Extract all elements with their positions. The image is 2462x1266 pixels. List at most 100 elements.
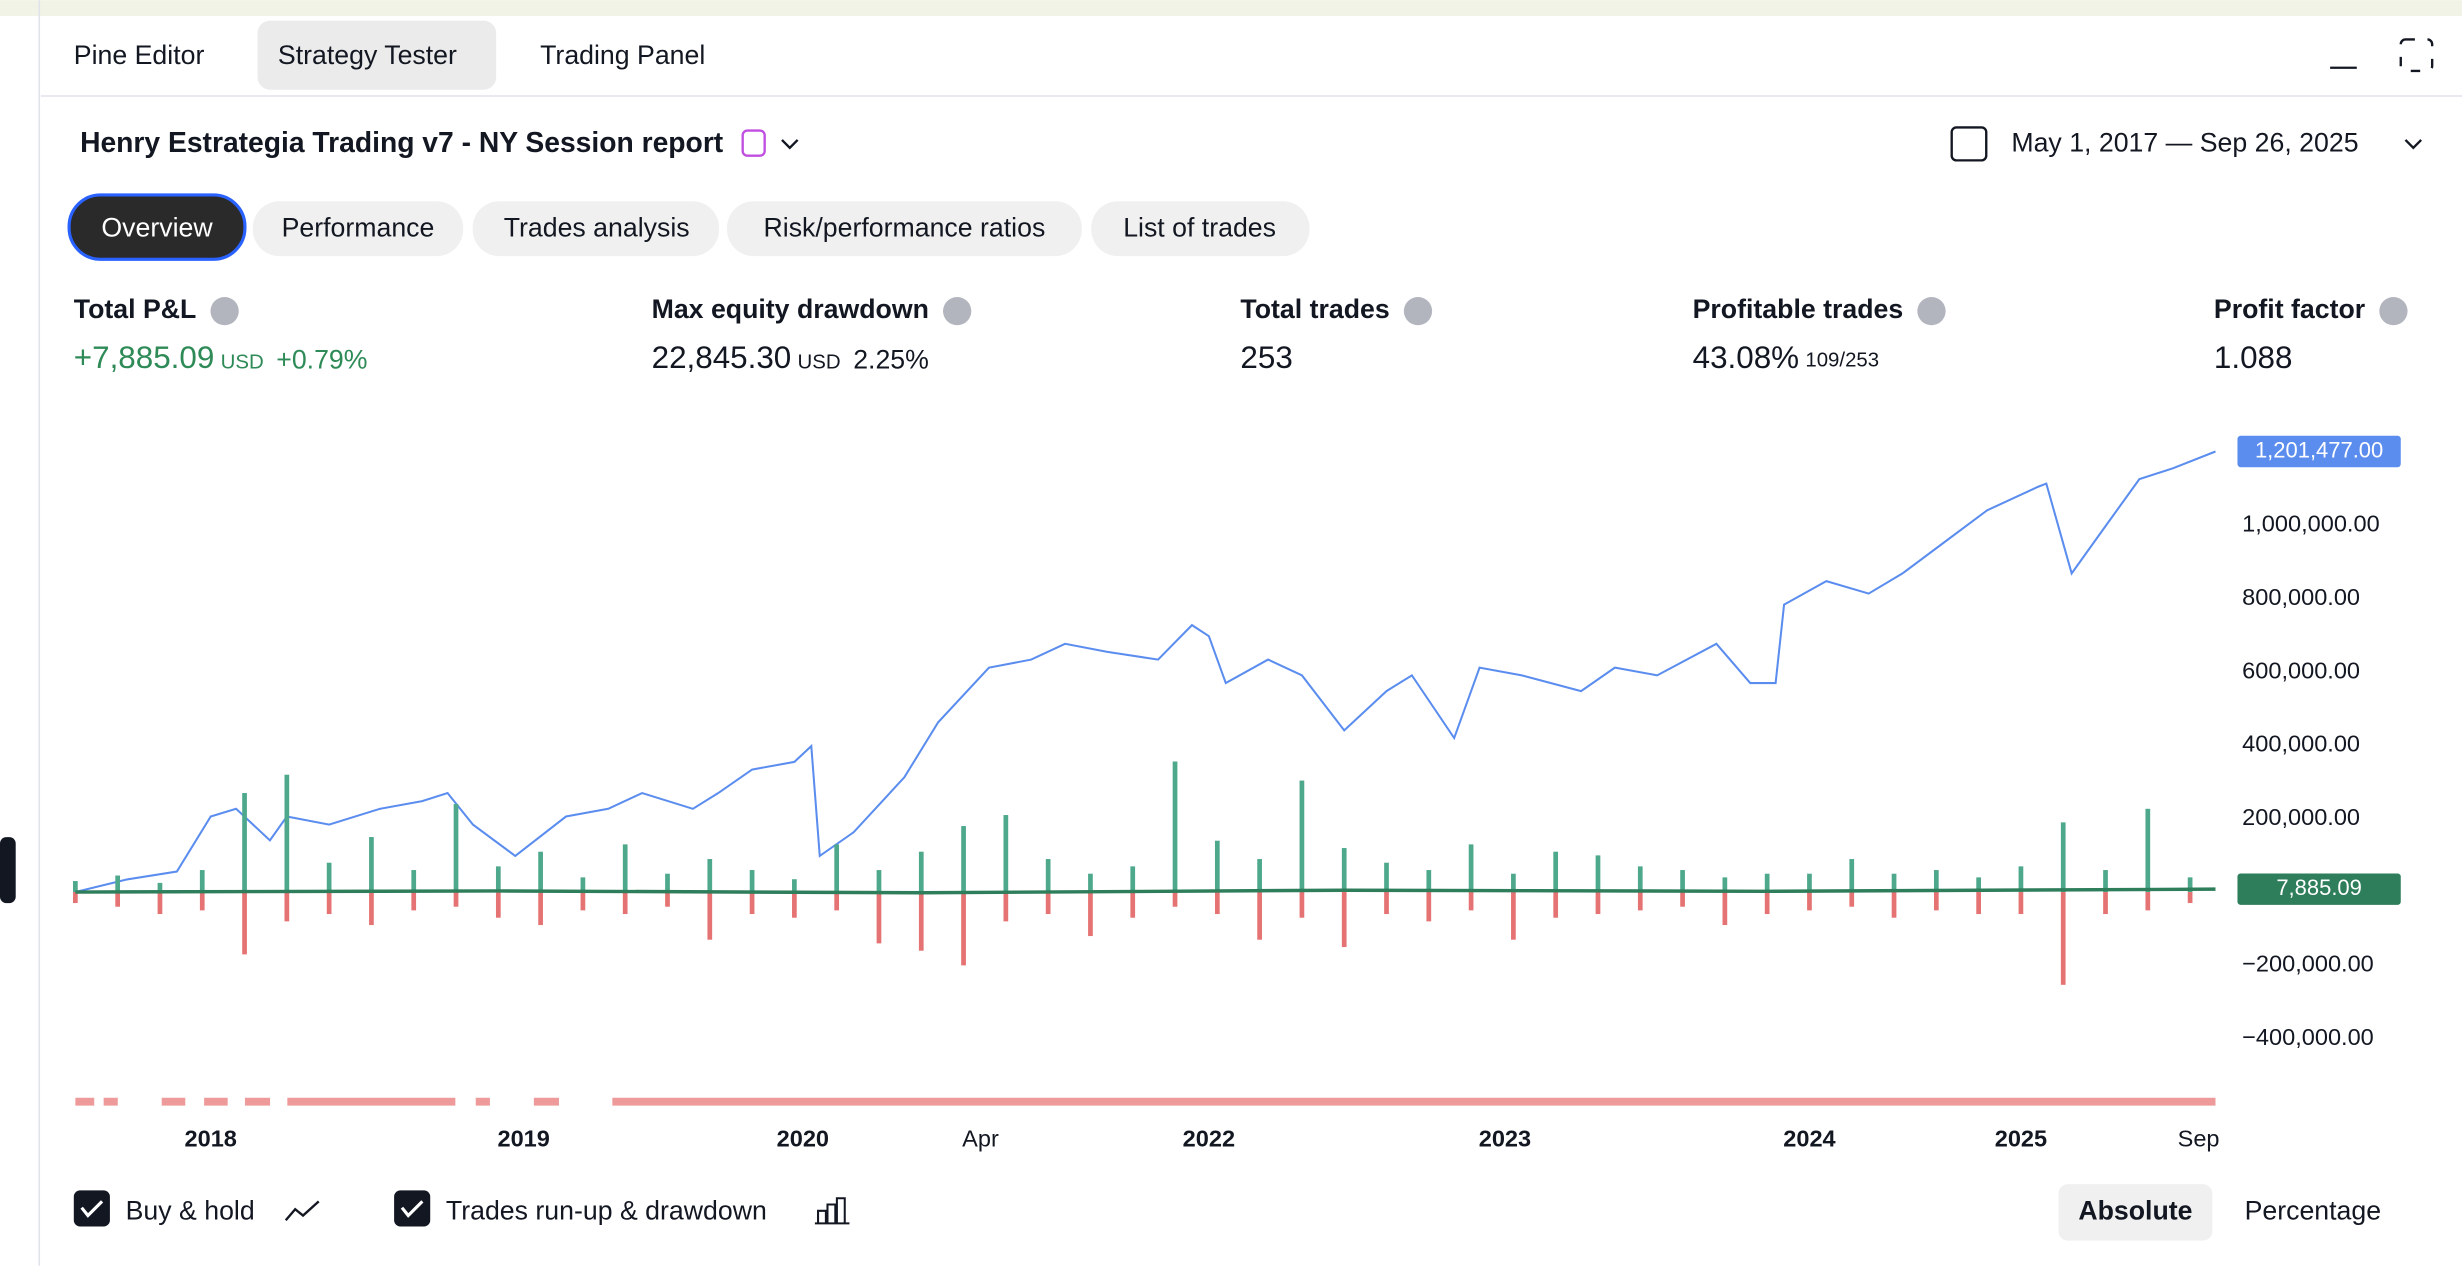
- info-icon: [1403, 296, 1433, 326]
- drawdown-bar: [834, 892, 840, 911]
- stat-value: 43.08%: [1693, 340, 1799, 375]
- equity-chart: −400,000.00 −200,000.00 200,000.00 400,000.…: [73, 435, 2401, 1151]
- runup-bar: [326, 862, 332, 893]
- subtab[interactable]: Performance: [282, 213, 435, 243]
- runup-bar: [1637, 866, 1643, 893]
- drawdown-bar: [1045, 892, 1051, 915]
- runup-bar: [284, 774, 290, 893]
- drawdown-bar: [453, 892, 459, 907]
- drawdown-bar: [665, 892, 670, 907]
- sidebar-button[interactable]: [0, 837, 16, 904]
- drawdown-period: [161, 1097, 186, 1106]
- dropdown-icon[interactable]: [2404, 139, 2423, 150]
- x-tick-label: Sep: [2178, 1125, 2220, 1151]
- drawdown-bar: [1214, 892, 1220, 915]
- runup-bar: [1595, 855, 1601, 893]
- calendar-icon[interactable]: [1950, 126, 1988, 162]
- subtab[interactable]: Risk/performance ratios: [764, 213, 1046, 243]
- date-range[interactable]: May 1, 2017 — Sep 26, 2025: [2011, 128, 2358, 158]
- check-icon: [80, 1200, 104, 1218]
- subtab-active[interactable]: [67, 193, 247, 261]
- x-tick-label: Apr: [962, 1125, 999, 1151]
- subtab-bg[interactable]: [1091, 201, 1310, 257]
- drawdown-bar: [580, 892, 586, 911]
- drawdown-bar: [622, 892, 628, 915]
- runup-bar: [1341, 848, 1347, 893]
- stat-unit: USD: [798, 351, 841, 373]
- tab[interactable]: Strategy Tester: [278, 40, 457, 70]
- drawdown-bar: [1088, 892, 1093, 937]
- runup-bar: [622, 844, 628, 893]
- runup-bar: [1003, 815, 1009, 893]
- maximize-icon[interactable]: [2399, 38, 2434, 73]
- subtab[interactable]: Overview: [101, 213, 213, 243]
- runup-bar: [834, 844, 840, 893]
- y-tick-label: −200,000.00: [2242, 951, 2374, 977]
- drawdown-bar: [1257, 892, 1262, 940]
- runup-bar: [1722, 877, 1728, 893]
- runup-bar: [1257, 859, 1262, 893]
- toggle[interactable]: Absolute: [2078, 1195, 2192, 1225]
- runup-bar: [1511, 873, 1516, 893]
- subtab[interactable]: List of trades: [1123, 213, 1276, 243]
- runup-bar: [1214, 840, 1220, 893]
- drawdown-bar: [284, 892, 290, 922]
- runup-bar: [1468, 844, 1474, 893]
- info-icon: [210, 296, 239, 326]
- drawdown-bar: [1426, 892, 1432, 922]
- runup-bar: [580, 877, 586, 893]
- tab-active-bg: [257, 20, 497, 90]
- info-icon: [1917, 296, 1946, 326]
- drawdown-bar: [2018, 892, 2024, 915]
- chart-strip: [0, 0, 2462, 16]
- runup-bar: [453, 804, 459, 893]
- drawdown-bar: [2060, 892, 2066, 985]
- stat-label: Max equity drawdown: [652, 294, 929, 324]
- stat-value: 22,845.30: [652, 340, 792, 375]
- subtab[interactable]: Trades analysis: [504, 213, 690, 243]
- drawdown-bar: [1299, 892, 1305, 918]
- dropdown-icon[interactable]: [781, 139, 799, 150]
- drawdown-period: [533, 1097, 559, 1106]
- checkbox[interactable]: [394, 1190, 431, 1227]
- y-tick-label: −400,000.00: [2242, 1024, 2374, 1050]
- drawdown-bar: [73, 892, 78, 904]
- drawdown-bar: [1764, 892, 1770, 915]
- x-tick-label: 2024: [1783, 1125, 1835, 1151]
- runup-bar: [1130, 866, 1136, 893]
- y-tick-label: 600,000.00: [2242, 657, 2360, 683]
- stat-extra: 2.25%: [853, 344, 929, 374]
- x-tick-label: 2025: [1995, 1125, 2047, 1151]
- drawdown-bar: [918, 892, 924, 951]
- runup-bar: [2187, 877, 2193, 893]
- drawdown-bar: [1933, 892, 1939, 911]
- drawdown-period: [287, 1097, 456, 1106]
- subtab-bg[interactable]: [252, 201, 464, 257]
- runup-bar: [1764, 873, 1770, 893]
- x-tick-label: 2018: [185, 1125, 237, 1151]
- drawdown-bar: [1468, 892, 1474, 911]
- drawdown-bar: [707, 892, 713, 940]
- tab[interactable]: Pine Editor: [74, 40, 205, 70]
- x-tick-label: 2019: [497, 1125, 549, 1151]
- line-icon: [284, 1200, 320, 1222]
- check-icon: [400, 1200, 424, 1218]
- tab[interactable]: Trading Panel: [540, 40, 705, 70]
- last-value-label: 1,201,477.00: [2255, 437, 2383, 462]
- drawdown-bar: [157, 892, 163, 915]
- subtab-bg[interactable]: [472, 201, 720, 257]
- checkbox[interactable]: [73, 1190, 110, 1227]
- drawdown-bar: [495, 892, 501, 918]
- drawdown-period: [244, 1097, 271, 1106]
- toggle[interactable]: Percentage: [2245, 1195, 2382, 1225]
- runup-bar: [707, 859, 713, 893]
- drawdown-bar: [1891, 892, 1897, 918]
- runup-bar: [242, 793, 247, 893]
- toggle-active[interactable]: [2058, 1184, 2213, 1241]
- drawdown-bar: [1680, 892, 1685, 907]
- drawdown-bar: [1722, 892, 1728, 926]
- drawdown-bar: [242, 892, 247, 955]
- subtab-bg[interactable]: [726, 201, 1082, 257]
- drawdown-period: [475, 1097, 490, 1106]
- runup-bar: [411, 870, 417, 893]
